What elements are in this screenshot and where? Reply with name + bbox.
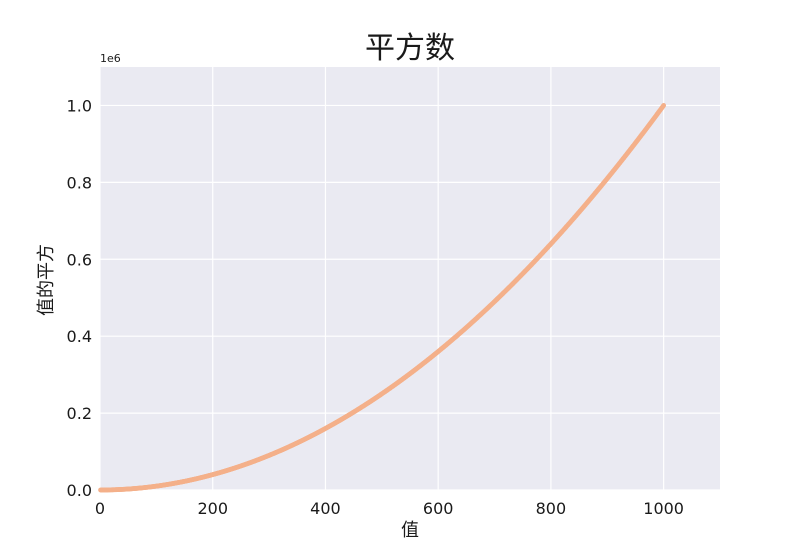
y-tick-label: 0.8 <box>67 173 92 192</box>
data-point <box>661 103 667 108</box>
y-tick-labels: 0.0 0.2 0.4 0.6 0.8 1.0 <box>67 96 92 500</box>
chart-title: 平方数 <box>365 31 455 66</box>
x-tick-label: 1000 <box>643 499 684 518</box>
x-tick-label: 800 <box>536 499 567 518</box>
x-axis-label: 值 <box>401 520 419 541</box>
y-tick-label: 0.6 <box>67 250 92 269</box>
x-tick-label: 400 <box>310 499 341 518</box>
y-tick-label: 0.4 <box>67 327 92 346</box>
x-tick-label: 600 <box>423 499 454 518</box>
data-points <box>98 103 667 493</box>
y-offset-label: 1e6 <box>100 52 121 65</box>
x-tick-label: 200 <box>197 499 228 518</box>
grid-lines <box>99 67 720 491</box>
y-tick-label: 0.2 <box>67 404 92 423</box>
y-axis-label: 值的平方 <box>36 244 57 316</box>
plot-area <box>100 67 720 490</box>
x-tick-labels: 0 200 400 600 800 1000 <box>95 499 684 518</box>
y-tick-label: 1.0 <box>67 96 92 115</box>
x-tick-label: 0 <box>95 499 105 518</box>
y-tick-label: 0.0 <box>67 481 92 500</box>
